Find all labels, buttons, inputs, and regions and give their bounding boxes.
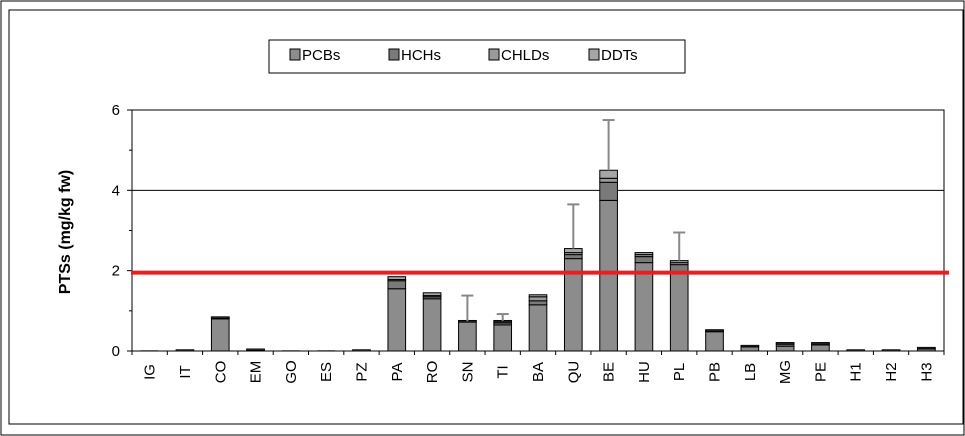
legend-label: HCHs xyxy=(401,47,441,64)
x-category-label: RO xyxy=(424,361,441,384)
bar-segment xyxy=(387,288,407,352)
x-axis-labels: IG IT CO EM GO ES PZ PA RO SN TI BA QU BE HU PL PB LB MG PE… xyxy=(131,351,945,384)
bar-segment xyxy=(599,199,618,352)
bar-segment xyxy=(740,346,760,352)
bar-segment xyxy=(175,349,195,352)
bar-segment xyxy=(528,304,548,352)
bar-segment xyxy=(422,292,442,297)
bar-segment xyxy=(493,324,513,352)
legend-swatch xyxy=(388,48,400,61)
y-tick-label: 4 xyxy=(112,182,120,199)
x-category-label: PZ xyxy=(353,362,370,381)
x-category-label: IG xyxy=(142,364,159,380)
bar-segment xyxy=(246,348,265,351)
x-category-label: PE xyxy=(812,362,829,382)
legend-label: PCBs xyxy=(302,47,340,64)
bar-segment xyxy=(705,329,724,332)
bar-segment xyxy=(669,260,689,264)
bar-segment xyxy=(705,331,724,352)
bar-segment xyxy=(352,349,371,352)
bar-segment xyxy=(528,296,548,302)
bar-segment xyxy=(634,256,654,264)
bar-segment xyxy=(599,169,618,179)
bar-segment xyxy=(599,181,618,201)
x-category-label: HU xyxy=(636,361,653,383)
x-category-label: H3 xyxy=(918,362,935,381)
legend-label: CHLDs xyxy=(501,47,549,64)
gridlines xyxy=(132,109,944,191)
y-tick-label: 0 xyxy=(112,343,120,360)
x-category-label: BA xyxy=(530,362,547,382)
legend: PCBs HCHs CHLDs DDTs xyxy=(268,39,686,74)
legend-swatch xyxy=(289,48,301,61)
bar-segment xyxy=(634,252,654,256)
x-category-label: IT xyxy=(177,365,194,378)
bar-segment xyxy=(458,321,477,352)
x-category-label: LB xyxy=(742,363,759,381)
bar-segment xyxy=(775,342,795,345)
bar-segment xyxy=(846,349,866,352)
bar-segment xyxy=(387,276,407,281)
bars xyxy=(140,169,936,352)
bar-segment xyxy=(210,316,230,319)
bar-segment xyxy=(210,318,230,352)
bar-segment xyxy=(669,272,689,352)
bar-segment xyxy=(599,177,618,183)
bar-segment xyxy=(422,298,442,352)
x-category-label: H1 xyxy=(848,362,865,381)
bar-segment xyxy=(881,349,901,352)
legend-swatch xyxy=(588,48,600,61)
x-category-label: H2 xyxy=(883,362,900,381)
error-bars xyxy=(461,119,686,322)
bar-segment xyxy=(387,280,407,290)
x-category-label: GO xyxy=(283,360,300,383)
bar-segment xyxy=(811,344,830,352)
x-category-label: EM xyxy=(248,361,265,384)
y-axis: 0 2 4 6 xyxy=(112,102,132,360)
bar-segment xyxy=(634,262,654,352)
x-category-label: PL xyxy=(671,363,688,381)
bar-segment xyxy=(528,300,548,306)
x-category-label: QU xyxy=(565,361,582,384)
legend-swatch xyxy=(488,48,500,61)
x-category-label: CO xyxy=(212,361,229,384)
bar-segment xyxy=(563,248,583,254)
bar-segment xyxy=(563,254,583,260)
x-category-label: MG xyxy=(777,360,794,384)
x-category-label: PB xyxy=(707,362,724,382)
y-tick-label: 6 xyxy=(112,102,120,119)
legend-label: DDTs xyxy=(601,47,638,64)
legend-frame xyxy=(268,39,686,74)
bar-segment xyxy=(917,346,936,350)
bar-segment xyxy=(528,294,548,298)
bar-segment xyxy=(775,345,795,352)
bar-segment xyxy=(740,344,760,348)
x-category-label: SN xyxy=(459,362,476,383)
x-category-label: TI xyxy=(495,365,512,378)
bar-segment xyxy=(811,342,830,345)
x-category-label: PA xyxy=(389,363,406,382)
y-tick-label: 2 xyxy=(112,263,120,280)
x-category-label: ES xyxy=(318,362,335,382)
x-category-label: BE xyxy=(601,362,618,382)
y-axis-title: PTSs (mg/kg fw) xyxy=(57,170,74,294)
